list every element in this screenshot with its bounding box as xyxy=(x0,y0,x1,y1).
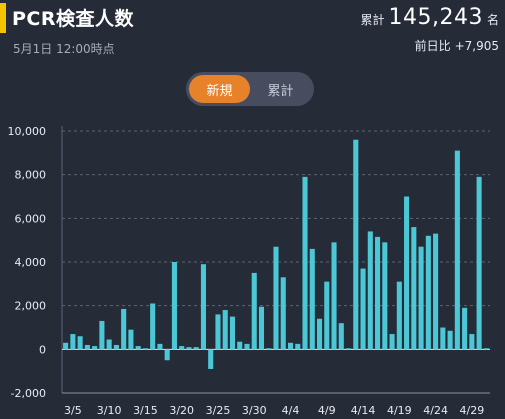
bar-4-6 xyxy=(302,176,308,350)
bar-4-15 xyxy=(367,231,373,350)
bar-4-18 xyxy=(389,334,395,350)
bar-4-3 xyxy=(280,277,286,350)
bar-4-29 xyxy=(469,334,475,350)
bar-3-5 xyxy=(70,334,76,350)
day-over-day: 前日比 +7,905 xyxy=(415,37,499,54)
x-tick-label: 4/24 xyxy=(423,404,448,417)
y-tick-label: -2,000 xyxy=(11,387,46,400)
bar-3-15 xyxy=(142,348,148,350)
x-tick-label: 3/5 xyxy=(64,404,82,417)
bar-3-10 xyxy=(106,339,112,350)
x-tick-label: 4/9 xyxy=(318,404,336,417)
bar-3-16 xyxy=(150,303,156,350)
x-tick-label: 4/14 xyxy=(351,404,376,417)
bar-4-10 xyxy=(331,242,337,350)
bar-5-1 xyxy=(483,348,489,350)
bar-4-8 xyxy=(316,318,323,350)
x-tick-label: 3/20 xyxy=(169,404,194,417)
bar-4-11 xyxy=(338,323,344,350)
timestamp: 5月1日 12:00時点 xyxy=(13,42,115,56)
bar-3-29 xyxy=(244,343,250,350)
bar-4-30 xyxy=(476,176,482,350)
x-tick-label: 3/25 xyxy=(206,404,231,417)
x-tick-label: 3/10 xyxy=(97,404,122,417)
bar-3-12 xyxy=(121,308,127,350)
bar-3-23 xyxy=(200,264,206,350)
bar-4-4 xyxy=(287,342,294,350)
bar-3-18 xyxy=(164,349,170,361)
bar-3-11 xyxy=(113,344,119,350)
bar-4-14 xyxy=(360,268,366,350)
y-tick-label: 4,000 xyxy=(15,256,47,269)
x-tick-label: 3/15 xyxy=(133,404,158,417)
bar-4-20 xyxy=(404,196,410,350)
bar-4-2 xyxy=(273,246,279,350)
x-tick-label: 4/29 xyxy=(460,404,485,417)
bar-3-22 xyxy=(193,347,199,350)
bar-4-12 xyxy=(346,348,352,350)
bar-3-27 xyxy=(229,316,236,350)
view-toggle: 新規 累計 xyxy=(186,72,314,106)
bar-3-20 xyxy=(179,346,185,350)
y-tick-label: 0 xyxy=(39,343,46,356)
bar-4-16 xyxy=(375,236,381,350)
bar-3-24 xyxy=(208,349,214,369)
bar-4-23 xyxy=(425,235,431,350)
bar-4-9 xyxy=(324,281,330,350)
page-title: PCR検査人数 xyxy=(12,8,134,30)
total-unit: 名 xyxy=(486,13,499,27)
bar-4-24 xyxy=(433,233,439,350)
bar-3-9 xyxy=(99,320,105,350)
y-tick-label: 2,000 xyxy=(15,300,47,313)
diff-value: +7,905 xyxy=(454,39,499,53)
bar-4-19 xyxy=(396,281,402,350)
bar-3-26 xyxy=(222,310,228,350)
bar-3-14 xyxy=(135,346,141,350)
bar-3-6 xyxy=(77,336,83,350)
x-tick-label: 3/30 xyxy=(242,404,267,417)
bar-3-21 xyxy=(186,347,192,350)
bar-4-5 xyxy=(295,343,301,350)
bar-4-17 xyxy=(382,242,388,350)
x-tick-label: 4/4 xyxy=(282,404,300,417)
bar-3-4 xyxy=(63,342,69,350)
bar-3-19 xyxy=(171,262,177,350)
bar-4-26 xyxy=(447,330,453,350)
bar-3-28 xyxy=(237,341,243,350)
bar-4-1 xyxy=(266,348,272,350)
bar-4-25 xyxy=(440,327,446,350)
y-tick-label: 6,000 xyxy=(15,212,47,225)
total-value: 145,243 xyxy=(388,5,483,30)
bar-4-27 xyxy=(454,150,460,350)
bar-4-21 xyxy=(411,227,417,350)
bar-4-13 xyxy=(353,139,359,350)
total-summary: 累計 145,243 名 xyxy=(360,5,499,30)
bar-4-7 xyxy=(309,248,315,350)
bar-3-25 xyxy=(215,314,221,350)
total-label: 累計 xyxy=(360,13,385,27)
y-tick-label: 10,000 xyxy=(8,125,47,138)
toggle-new-button[interactable]: 新規 xyxy=(189,75,250,103)
bar-3-13 xyxy=(128,329,134,350)
bar-4-22 xyxy=(418,246,424,350)
bar-3-7 xyxy=(84,344,90,350)
bar-3-8 xyxy=(92,346,98,350)
toggle-cumulative-button[interactable]: 累計 xyxy=(267,83,294,99)
y-tick-label: 8,000 xyxy=(15,169,47,182)
bar-3-17 xyxy=(157,343,163,350)
diff-label: 前日比 xyxy=(414,39,451,53)
x-tick-label: 4/19 xyxy=(387,404,412,417)
bar-4-28 xyxy=(462,307,468,350)
bar-3-30 xyxy=(251,272,257,350)
title-marker xyxy=(0,3,6,33)
bar-3-31 xyxy=(258,306,265,350)
